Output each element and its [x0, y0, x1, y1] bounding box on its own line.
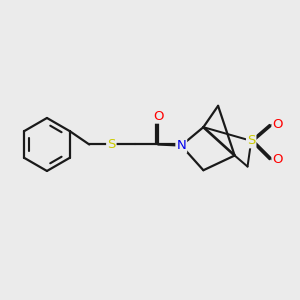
- Text: O: O: [153, 110, 163, 123]
- Text: S: S: [107, 138, 116, 151]
- Text: S: S: [247, 134, 255, 147]
- Text: N: N: [176, 139, 186, 152]
- Text: O: O: [272, 153, 283, 166]
- Text: O: O: [272, 118, 283, 131]
